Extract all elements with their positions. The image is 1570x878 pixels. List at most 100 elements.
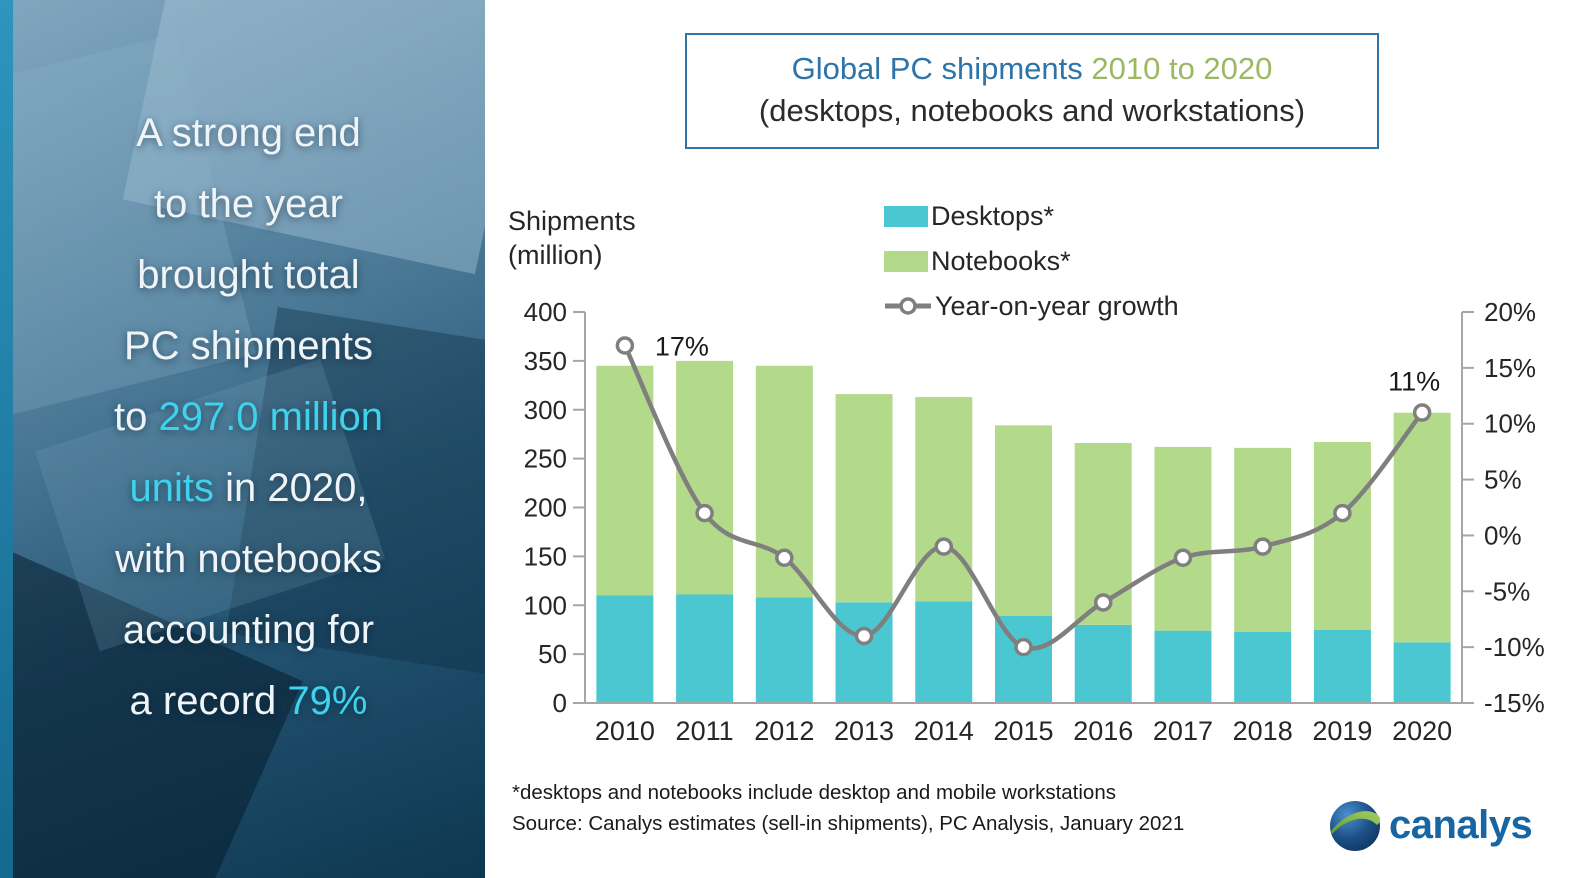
legend: Desktops* Notebooks* Year-on-year growth (884, 199, 1179, 334)
headline-line: to 297.0 million (18, 382, 479, 453)
growth-marker-2010 (615, 336, 635, 355)
bar-notebooks-2013 (835, 394, 893, 603)
bar-desktops-2020 (1393, 642, 1451, 703)
right-axis-tick-label: -5% (1484, 576, 1530, 606)
x-axis-label-2019: 2019 (1312, 716, 1372, 746)
right-axis-tick-label: 20% (1484, 297, 1536, 327)
legend-growth-label: Year-on-year growth (935, 290, 1179, 321)
left-axis-tick-label: 100 (524, 590, 567, 620)
right-axis-tick-label: 5% (1484, 465, 1522, 495)
growth-marker-2019 (1333, 503, 1352, 523)
left-axis-tick-label: 150 (524, 541, 567, 571)
headline-segment: A strong end (136, 111, 361, 155)
chart-panel: Global PC shipments 2010 to 2020 (deskto… (485, 0, 1570, 878)
headline-line: accounting for (18, 595, 479, 666)
source-line: Source: Canalys estimates (sell-in shipm… (512, 812, 1185, 835)
chart-title-main: Global PC shipments (791, 51, 1083, 86)
growth-annotation-2020: 11% (1388, 367, 1440, 397)
legend-item-notebooks: Notebooks* (884, 244, 1179, 278)
headline-segment: in 2020, (214, 466, 368, 510)
headline-line: units in 2020, (18, 453, 479, 524)
desktops-swatch (884, 205, 928, 227)
growth-marker-2015 (1014, 637, 1033, 657)
sidebar-accent-strip (0, 0, 13, 878)
bar-desktops-2017 (1154, 630, 1212, 703)
footnote: *desktops and notebooks include desktop … (512, 777, 1184, 839)
right-axis-tick-label: -15% (1484, 688, 1545, 718)
headline-line: to the year (18, 169, 479, 240)
chart-title-box: Global PC shipments 2010 to 2020 (deskto… (685, 33, 1379, 149)
legend-item-desktops: Desktops* (884, 199, 1179, 233)
headline-segment: PC shipments (124, 324, 373, 368)
bar-desktops-2016 (1074, 624, 1132, 703)
headline-line: brought total (18, 240, 479, 311)
left-axis-tick-label: 400 (524, 297, 567, 327)
growth-line-glyph-icon (885, 297, 931, 315)
bar-notebooks-2019 (1313, 442, 1371, 630)
chart-subtitle: (desktops, notebooks and workstations) (758, 93, 1306, 128)
headline-segment: with notebooks (115, 537, 382, 581)
bar-desktops-2010 (596, 595, 654, 703)
headline-segment: to (113, 395, 159, 439)
right-axis-tick-label: 10% (1484, 409, 1536, 439)
growth-marker-2014 (934, 537, 954, 556)
canalys-logo-text: canalys (1389, 802, 1533, 847)
headline-text: A strong end to the year brought total PC s… (18, 98, 479, 737)
bar-desktops-2018 (1234, 631, 1292, 703)
bar-desktops-2019 (1313, 629, 1371, 703)
bar-notebooks-2014 (915, 397, 973, 602)
left-axis-tick-label: 350 (524, 346, 567, 376)
growth-marker-2016 (1093, 593, 1113, 612)
left-axis-title-line2: (million) (508, 240, 603, 270)
x-axis-label-2014: 2014 (914, 716, 974, 746)
shipments-chart: 0 50 100 150 200 250 300 350 400 -15% -10% -5% 0% 5% 1… (524, 297, 1545, 746)
growth-line-swatch (884, 295, 932, 317)
bar-notebooks-2010 (596, 365, 654, 596)
headline-line: A strong end (18, 98, 479, 169)
headline-segment: to the year (153, 182, 343, 226)
x-axis-label-2017: 2017 (1153, 716, 1213, 746)
legend-notebooks-label: Notebooks* (931, 245, 1071, 276)
headline-line: a record 79% (18, 666, 479, 737)
left-axis-tick-label: 250 (524, 444, 567, 474)
left-axis-tick-label: 0 (553, 688, 567, 718)
bar-desktops-2012 (755, 597, 813, 703)
headline-segment: a record (129, 679, 288, 723)
growth-marker-2020 (1412, 403, 1432, 422)
headline-segment: brought total (137, 253, 360, 297)
chart-title: Global PC shipments 2010 to 2020 (687, 50, 1377, 88)
left-axis-tick-label: 300 (524, 395, 567, 425)
x-axis-label-2018: 2018 (1233, 716, 1293, 746)
footnote-asterisk: *desktops and notebooks include desktop … (512, 781, 1116, 804)
headline-line: with notebooks (18, 524, 479, 595)
left-axis-title: Shipments (million) (508, 204, 636, 272)
x-axis-label-2015: 2015 (993, 716, 1053, 746)
left-axis-tick-label: 50 (538, 639, 567, 669)
legend-item-growth: Year-on-year growth (884, 289, 1179, 323)
x-axis-label-2020: 2020 (1392, 716, 1452, 746)
x-axis-label-2012: 2012 (754, 716, 814, 746)
headline-segment: accounting for (122, 608, 375, 652)
headline-highlight: units (129, 466, 215, 510)
growth-marker-2013 (854, 626, 874, 646)
bar-desktops-2014 (915, 601, 973, 703)
growth-marker-2011 (695, 503, 714, 523)
bar-notebooks-2015 (995, 425, 1052, 617)
right-axis-tick-label: 0% (1484, 520, 1522, 550)
canalys-logo: canalys (1328, 798, 1533, 852)
bar-notebooks-2020 (1393, 412, 1451, 643)
legend-desktops-label: Desktops* (931, 200, 1055, 231)
right-axis-tick-label: 15% (1484, 353, 1536, 383)
growth-marker-2017 (1173, 548, 1193, 568)
x-axis-label-2010: 2010 (595, 716, 655, 746)
sidebar: A strong end to the year brought total PC s… (0, 0, 485, 878)
left-axis-tick-label: 200 (524, 493, 567, 523)
growth-marker-2018 (1253, 537, 1272, 556)
chart-title-range: 2010 to 2020 (1091, 51, 1273, 86)
left-axis-title-line1: Shipments (508, 206, 636, 236)
right-axis-tick-label: -10% (1484, 632, 1545, 662)
growth-annotation-2010: 17% (655, 332, 709, 362)
growth-line (622, 344, 1424, 651)
headline-highlight: 297.0 million (158, 395, 384, 439)
